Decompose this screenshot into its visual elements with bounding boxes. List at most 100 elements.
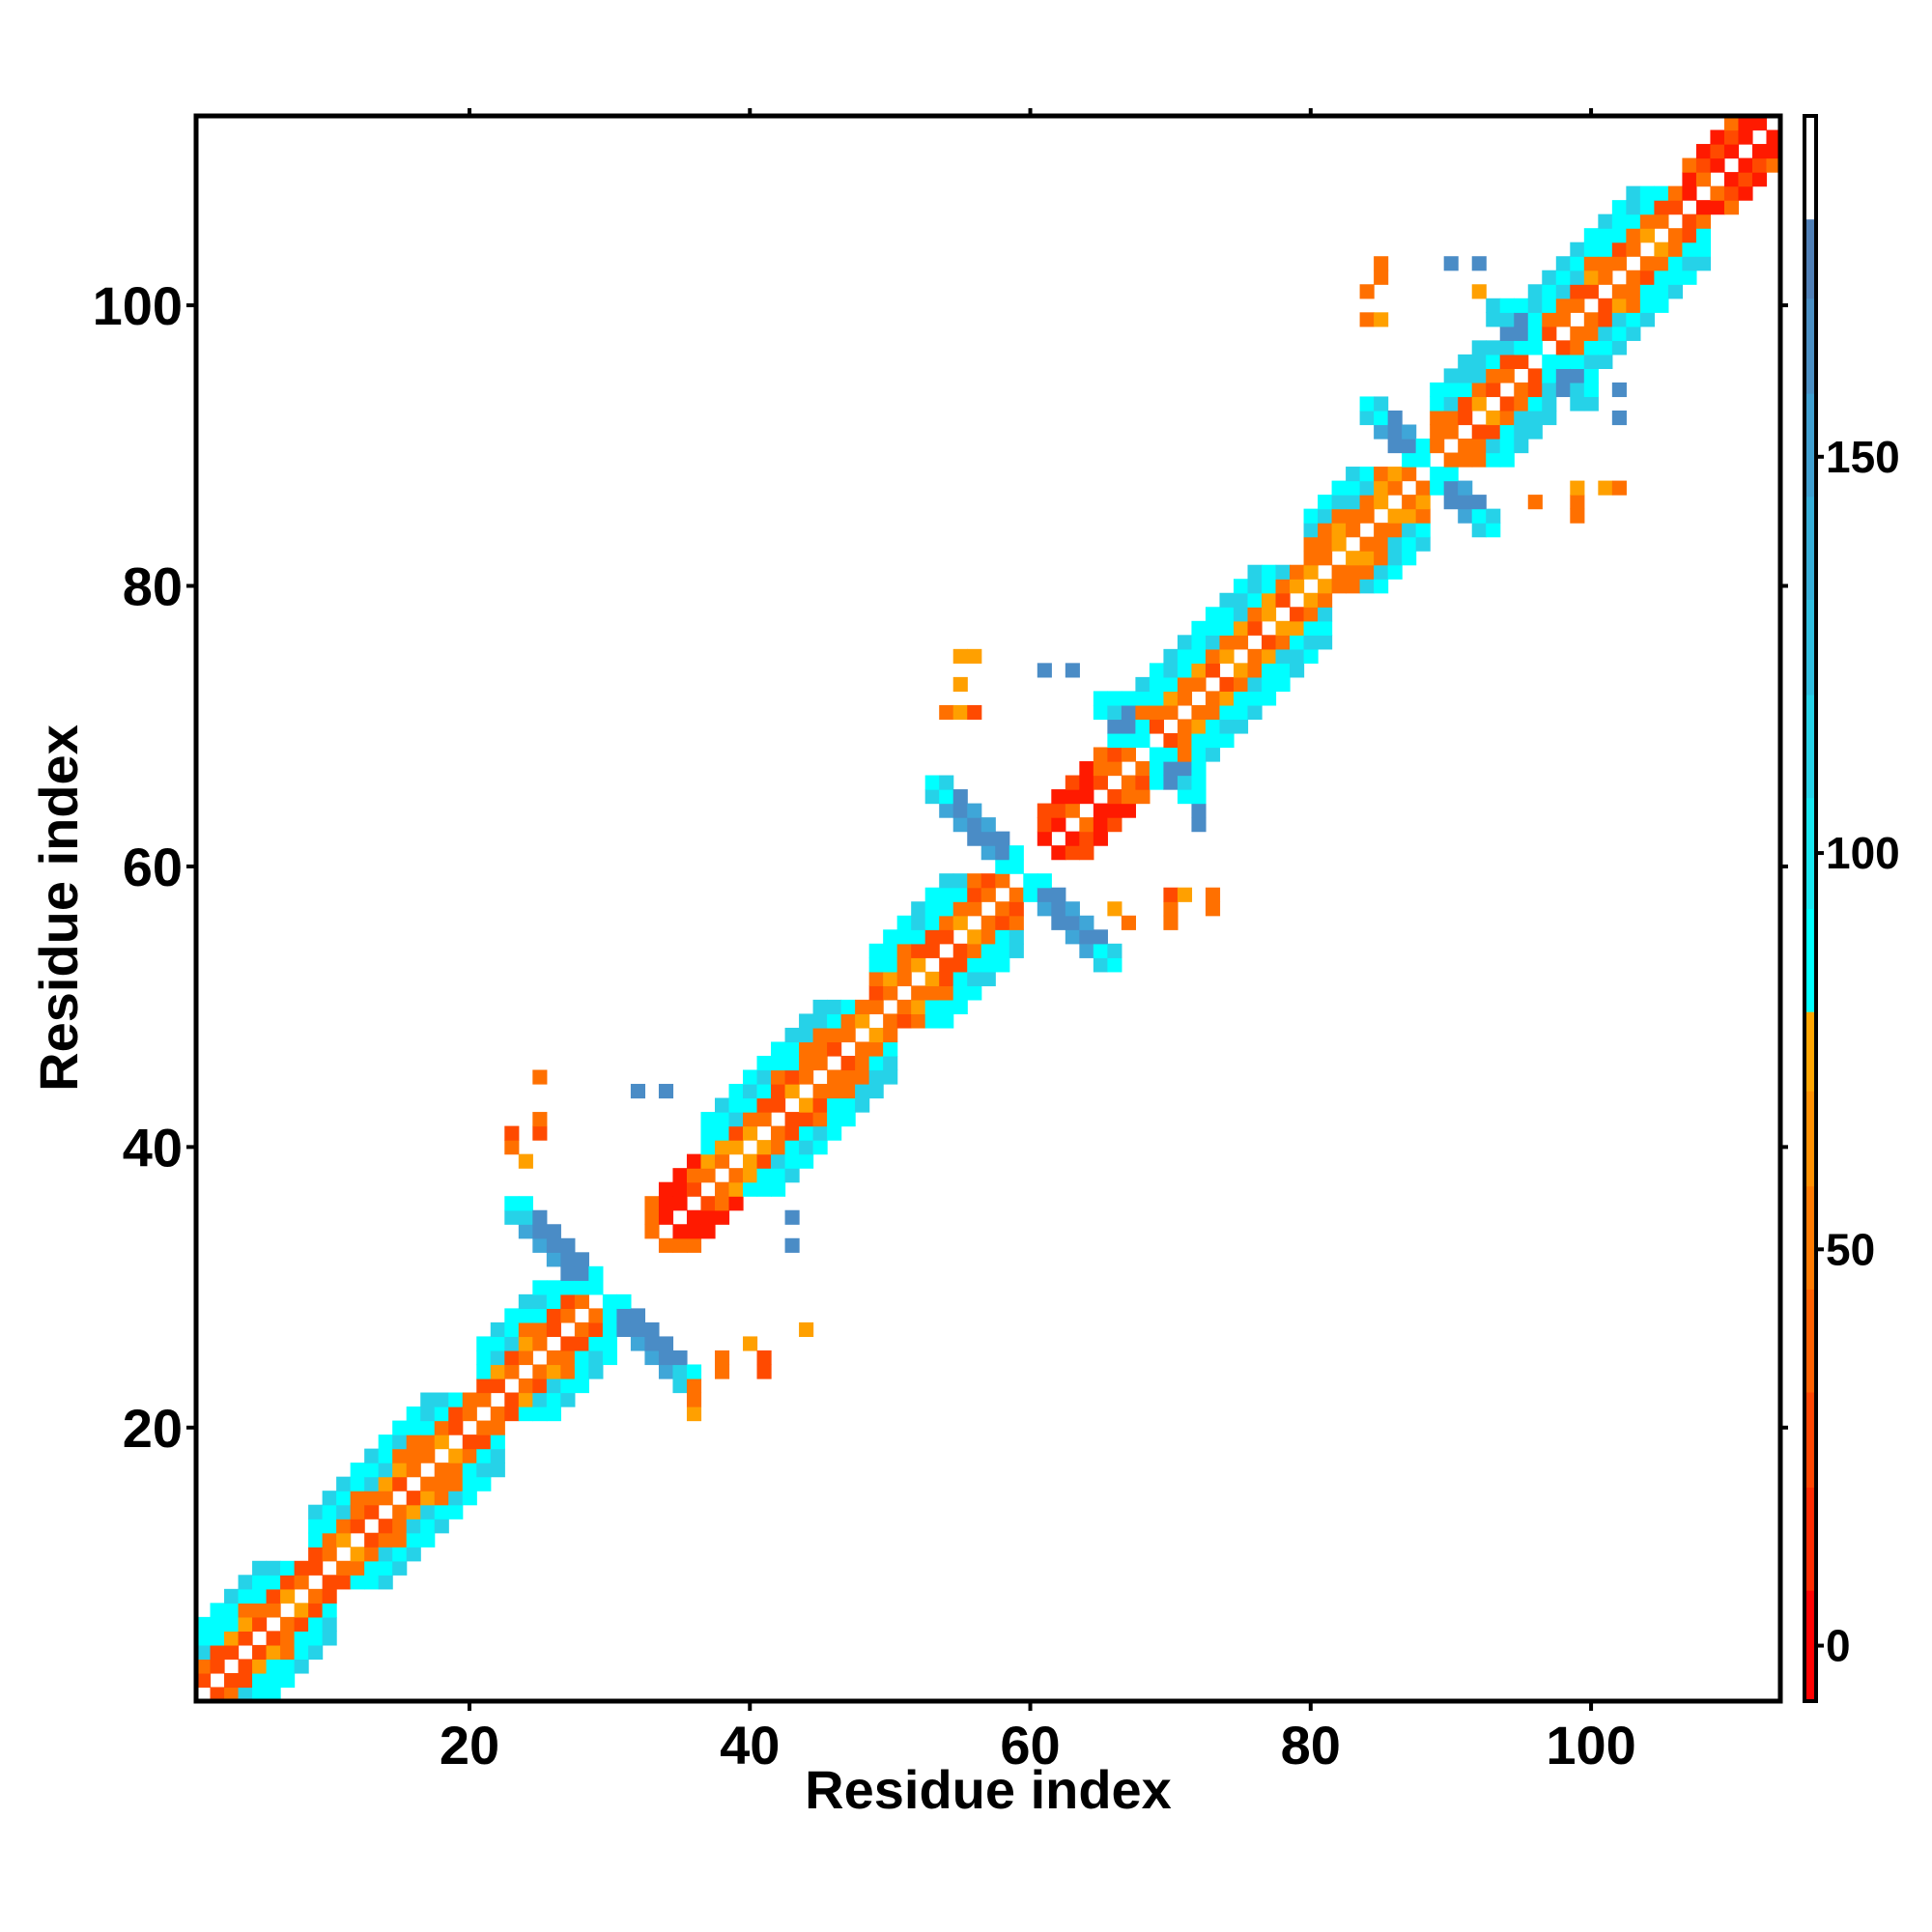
heatmap-cell [911,1013,926,1029]
heatmap-cell [1121,789,1136,805]
heatmap-cell [686,1181,702,1197]
heatmap-cell [714,1181,730,1197]
heatmap-cell [1598,354,1613,369]
heatmap-cell [1710,144,1725,159]
heatmap-cell [518,1153,533,1169]
heatmap-cell [1751,172,1768,187]
heatmap-cell [1611,213,1627,229]
heatmap-cell [1318,523,1333,538]
heatmap-cell [1471,452,1487,468]
heatmap-cell [630,1321,646,1338]
heatmap-cell [1037,901,1052,917]
heatmap-cell [1723,144,1740,159]
heatmap-cell [322,1616,337,1632]
heatmap-cell [1163,732,1179,749]
heatmap-cell [644,1209,660,1225]
heatmap-cell [1275,676,1291,692]
heatmap-cell [560,1280,576,1295]
heatmap-cell [336,1519,352,1534]
heatmap-cell [1710,129,1725,145]
heatmap-cell [1107,901,1122,917]
heatmap-cell [322,1491,337,1506]
heatmap-cell [1751,157,1768,173]
heatmap-cell [714,1364,730,1379]
heatmap-cell [700,1125,716,1141]
colorbar-band [1804,218,1816,299]
heatmap-cell [364,1532,380,1548]
heatmap-cell [827,1041,842,1057]
heatmap-cell [532,1336,548,1351]
heatmap-cell [939,887,954,902]
heatmap-cell [1065,845,1080,861]
heatmap-cell [448,1463,464,1478]
colorbar-ticks: 0 50 100 150 [1816,432,1900,1671]
colorbar-tick-label: 0 [1826,1621,1851,1671]
y-tick-label: 100 [93,275,183,336]
heatmap-cell [1542,368,1557,384]
heatmap-cell [672,1364,688,1379]
heatmap-cell [1682,213,1697,229]
heatmap-cell [280,1631,296,1646]
heatmap-cell [952,887,968,902]
heatmap-cell [1177,887,1193,902]
heatmap-cell [196,1616,212,1632]
heatmap-cell [855,1055,870,1071]
heatmap-cell [1079,817,1094,833]
heatmap-cell [546,1280,561,1295]
heatmap-cell [967,803,982,818]
heatmap-cell [1499,298,1515,313]
heatmap-cell [1219,635,1235,650]
heatmap-cell [322,1547,337,1562]
heatmap-cell [420,1504,436,1520]
heatmap-cell [827,1112,842,1127]
heatmap-cell [504,1364,520,1379]
heatmap-cell [883,1069,898,1085]
heatmap-cell [1499,410,1515,426]
heatmap-cell [1065,831,1080,846]
heatmap-cell [644,1336,660,1351]
heatmap-cell [896,1013,912,1029]
heatmap-cell [1093,929,1108,945]
heatmap-cell [1163,915,1179,930]
heatmap-cell [939,901,954,917]
heatmap-cell [308,1547,324,1562]
heatmap-cell [1542,410,1557,426]
heatmap-cell [1555,368,1571,384]
x-tick-label: 100 [1546,1715,1635,1776]
heatmap-cell [1598,326,1613,341]
heatmap-cell [1682,242,1697,257]
heatmap-cell [1037,817,1052,833]
heatmap-cell [504,1336,520,1351]
heatmap-cell [1415,480,1431,496]
heatmap-cell [1079,929,1094,945]
heatmap-cell [1626,270,1641,285]
heatmap-cell [1107,817,1122,833]
heatmap-cell [322,1532,337,1548]
heatmap-cell [1695,242,1712,257]
heatmap-cell [1275,620,1291,636]
heatmap-cell [1374,312,1389,327]
heatmap-cell [1611,382,1627,398]
heatmap-cell [1262,579,1277,594]
heatmap-cell [784,1112,800,1127]
heatmap-cell [1135,719,1151,734]
heatmap-cell [700,1112,716,1127]
heatmap-cell [588,1265,604,1281]
heatmap-cell [868,1055,884,1071]
heatmap-cell [1191,761,1207,777]
heatmap-cell [1149,761,1165,777]
heatmap-cell [1303,551,1319,566]
heatmap-cell [238,1575,253,1590]
plot-frame [193,113,1783,1704]
heatmap-cell [1583,242,1599,257]
heatmap-cell [350,1560,365,1576]
heatmap-cell [1695,144,1712,159]
heatmap-cell [980,845,996,861]
heatmap-cell [995,929,1010,945]
heatmap-cell [1135,775,1151,790]
heatmap-cell [1290,620,1305,636]
heatmap-cell [924,915,940,930]
heatmap-cell [392,1420,408,1435]
heatmap-cell [784,1140,800,1155]
heatmap-cell [1514,354,1529,369]
